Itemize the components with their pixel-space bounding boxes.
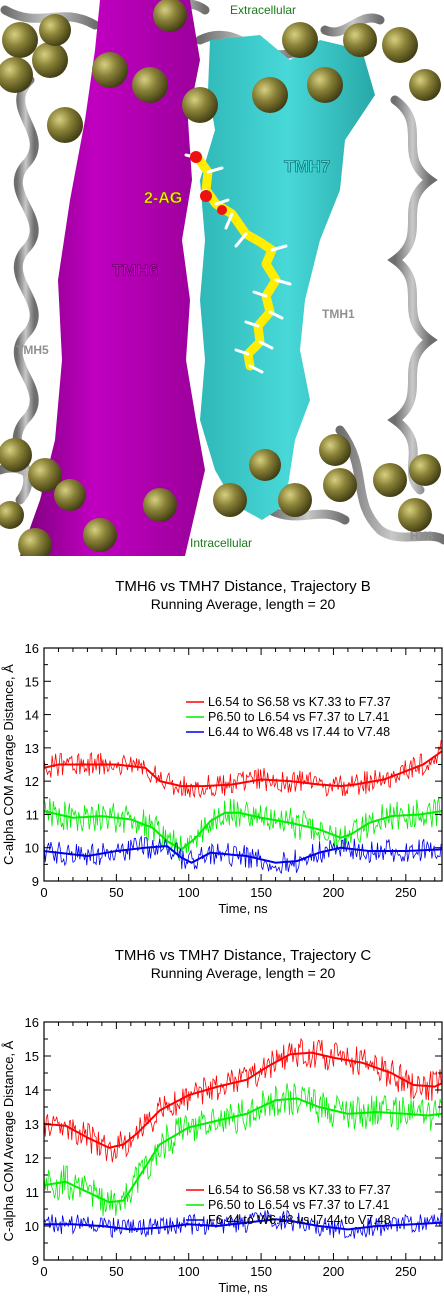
series-1 [44,740,442,799]
x-tick-label: 250 [395,885,417,900]
y-tick-label: 12 [25,774,39,789]
series-raw-line [44,1037,442,1163]
chart-trajectory-b: TMH6 vs TMH7 Distance, Trajectory BRunni… [1,578,443,916]
hx8-label: HX8 [410,529,434,543]
y-tick-label: 10 [25,1219,39,1234]
legend-entry: P6.50 to L6.54 vs F7.37 to L7.41 [186,710,389,724]
chart-subtitle: Running Average, length = 20 [151,965,336,981]
y-tick-label: 16 [25,641,39,656]
y-tick-label: 14 [25,708,39,723]
series-average-line [44,1051,442,1149]
x-tick-label: 100 [178,1264,200,1279]
series-average-line [44,750,442,788]
y-tick-label: 9 [32,1253,39,1268]
series-average-line [44,1218,442,1231]
ligand-label: 2-AG [144,190,182,207]
x-tick-label: 150 [250,1264,272,1279]
x-tick-label: 150 [250,885,272,900]
x-tick-label: 200 [323,885,345,900]
y-tick-label: 16 [25,1015,39,1030]
legend-label: L6.54 to S6.58 vs K7.33 to F7.37 [208,1183,391,1197]
chart-title: TMH6 vs TMH7 Distance, Trajectory B [115,578,371,595]
x-tick-label: 200 [323,1264,345,1279]
legend-label: P6.50 to L6.54 vs F7.37 to L7.41 [208,1198,389,1212]
y-axis-label: C-alpha COM Average Distance, Å [1,1040,16,1241]
tmh1-label: TMH1 [322,307,355,321]
series-raw-line [44,835,442,875]
series-raw-line [44,1083,442,1217]
x-tick-label: 100 [178,885,200,900]
legend-label: L6.54 to S6.58 vs K7.33 to F7.37 [208,695,391,709]
chart-subtitle: Running Average, length = 20 [151,596,336,612]
y-tick-label: 15 [25,674,39,689]
y-tick-label: 13 [25,1117,39,1132]
legend-entry: L6.54 to S6.58 vs K7.33 to F7.37 [186,1183,391,1197]
x-tick-label: 0 [40,1264,47,1279]
y-tick-label: 13 [25,741,39,756]
tmh7-surface [200,35,375,520]
series-2 [44,798,442,862]
ligand-2ag [184,151,292,374]
legend-label: P6.50 to L6.54 vs F7.37 to L7.41 [208,710,389,724]
tmh6-surface [20,0,205,556]
legend-entry: L6.44 to W6.48 vs I7.44 to V7.48 [186,725,390,739]
series-1 [44,1037,442,1163]
chart-title: TMH6 vs TMH7 Distance, Trajectory C [115,947,372,964]
y-tick-label: 12 [25,1151,39,1166]
chart-trajectory-c: TMH6 vs TMH7 Distance, Trajectory CRunni… [1,947,443,1295]
molecular-structure-image: Extracellular Intracellular TMH7 2-AG TM… [0,0,444,556]
legend-entry: P6.50 to L6.54 vs F7.37 to L7.41 [186,1198,389,1212]
tmh6-label: TMH6 [112,261,158,280]
extracellular-label: Extracellular [230,3,296,17]
y-tick-label: 11 [26,1185,40,1200]
x-tick-label: 50 [109,885,123,900]
series-average-line [44,844,442,864]
x-tick-label: 50 [109,1264,123,1279]
y-axis-label: C-alpha COM Average Distance, Å [1,664,16,865]
legend-label: F6.44 to W6.48 vs I7.44 to V7.48 [208,1213,391,1227]
legend-label: L6.44 to W6.48 vs I7.44 to V7.48 [208,725,390,739]
y-tick-label: 10 [25,841,39,856]
x-tick-label: 0 [40,885,47,900]
x-axis-label: Time, ns [218,901,268,916]
series-raw-line [44,740,442,799]
legend-entry: L6.54 to S6.58 vs K7.33 to F7.37 [186,695,391,709]
series-average-line [44,1097,442,1204]
y-tick-label: 9 [32,874,39,889]
series-average-line [44,810,442,851]
tmh5-label: TMH5 [16,343,49,357]
series-3 [44,1209,442,1239]
series-2 [44,1083,442,1217]
series-3 [44,835,442,875]
y-tick-label: 14 [25,1083,39,1098]
x-tick-label: 250 [395,1264,417,1279]
intracellular-label: Intracellular [190,536,252,550]
lipid-head-spheres [0,0,441,556]
y-tick-label: 11 [26,807,40,822]
x-axis-label: Time, ns [218,1280,268,1295]
y-tick-label: 15 [25,1049,39,1064]
legend-entry: F6.44 to W6.48 vs I7.44 to V7.48 [186,1213,391,1227]
tmh7-label: TMH7 [284,157,330,176]
